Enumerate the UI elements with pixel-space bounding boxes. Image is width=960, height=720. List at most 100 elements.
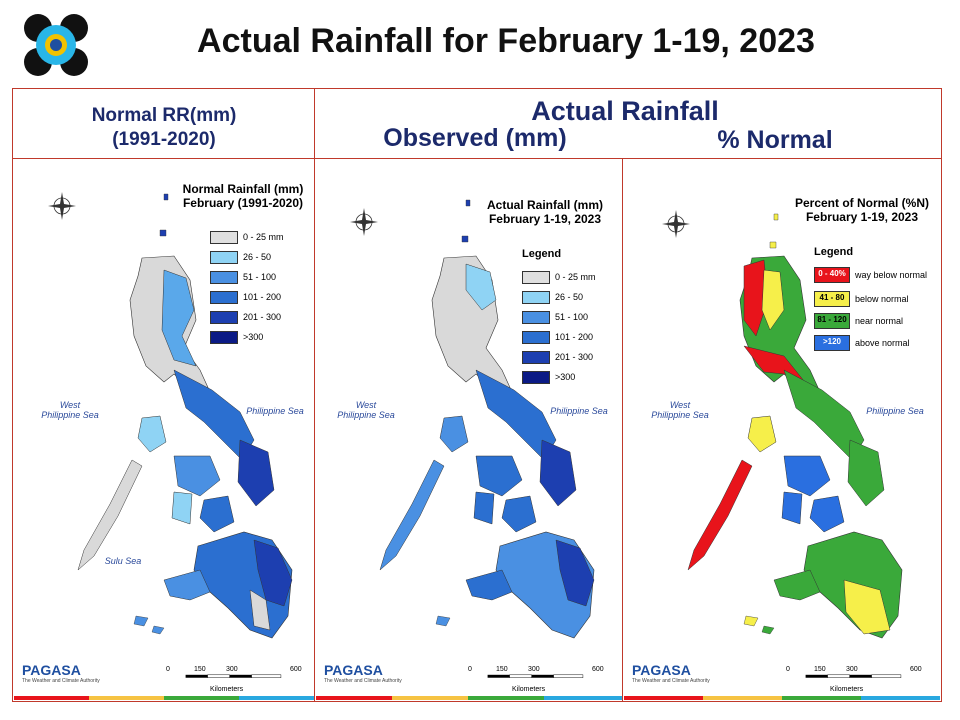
footer-stripe xyxy=(392,696,468,700)
dost-pagasa-logo-icon xyxy=(20,12,92,78)
pagasa-tagline: The Weather and Climate Authority xyxy=(324,678,402,684)
normal-header-line2: (1991-2020) xyxy=(112,129,216,150)
scale-tick: 300 xyxy=(846,666,858,673)
normal-map-title: Normal Rainfall (mm) February (1991-2020… xyxy=(178,182,308,210)
footer-stripe xyxy=(164,696,239,700)
legend-label: 201 - 300 xyxy=(555,352,594,362)
header-divider xyxy=(12,158,942,159)
scale-unit: Kilometers xyxy=(512,686,546,693)
percent-map-title-line1: Percent of Normal (%N) xyxy=(794,196,930,210)
legend-item: >300 xyxy=(522,370,575,384)
legend-label: 0 - 25 mm xyxy=(243,232,284,242)
legend-label: 51 - 100 xyxy=(555,312,589,322)
legend-item: 81 - 120 near normal xyxy=(814,313,904,329)
legend-label: 26 - 50 xyxy=(243,252,272,262)
legend-item: >120 above normal xyxy=(814,335,910,351)
actual-map-title-line2: February 1-19, 2023 xyxy=(488,212,602,226)
normal-header: Normal RR(mm) (1991-2020) xyxy=(14,104,314,152)
legend-item: 201 - 300 xyxy=(210,310,281,324)
scale-tick: 600 xyxy=(592,666,604,673)
percent-map-title-line2: February 1-19, 2023 xyxy=(805,210,919,224)
legend-item: 51 - 100 xyxy=(210,270,276,284)
legend-item: 201 - 300 xyxy=(522,350,593,364)
footer-stripe xyxy=(861,696,940,700)
legend-item: 26 - 50 xyxy=(210,250,271,264)
legend-item: 0 - 25 mm xyxy=(522,270,596,284)
normal-rainfall-map xyxy=(77,193,293,639)
scale-tick: 0 xyxy=(786,666,790,673)
legend-swatch xyxy=(522,370,550,384)
scale-tick: 300 xyxy=(226,666,238,673)
sea-label-west-philippine: West Philippine Sea xyxy=(337,400,395,420)
legend-label: 101 - 200 xyxy=(243,292,282,302)
scale-tick: 150 xyxy=(496,666,508,673)
pagasa-name: PAGASA xyxy=(632,662,691,678)
actual-map-title-line1: Actual Rainfall (mm) xyxy=(486,198,603,212)
footer-stripe xyxy=(544,696,622,700)
legend-swatch: 0 - 40% xyxy=(814,267,850,283)
legend-label: 201 - 300 xyxy=(243,312,282,322)
map-panel-percent: Percent of Normal (%N) February 1-19, 20… xyxy=(624,160,940,700)
compass-rose-icon xyxy=(662,210,690,238)
map-panel-actual: Actual Rainfall (mm) February 1-19, 2023… xyxy=(316,160,622,700)
footer-stripe xyxy=(239,696,314,700)
legend-swatch: >120 xyxy=(814,335,850,351)
pagasa-name: PAGASA xyxy=(22,662,81,678)
scale-bar xyxy=(185,674,282,678)
footer-stripe xyxy=(624,696,703,700)
legend-label: 101 - 200 xyxy=(555,332,594,342)
scale-tick: 150 xyxy=(194,666,206,673)
scale-unit: Kilometers xyxy=(830,686,864,693)
pagasa-brand: PAGASA The Weather and Climate Authority xyxy=(324,662,402,684)
scale-tick: 150 xyxy=(814,666,826,673)
sea-label-sulu: Sulu Sea xyxy=(104,556,142,566)
scale-bar xyxy=(805,674,902,678)
legend-swatch: 41 - 80 xyxy=(814,291,850,307)
compass-rose-icon xyxy=(48,192,76,220)
legend-label: below normal xyxy=(855,294,909,304)
legend-swatch xyxy=(210,330,238,344)
legend-swatch xyxy=(210,310,238,324)
actual-rainfall-map xyxy=(379,199,595,639)
normal-header-line1: Normal RR(mm) xyxy=(91,105,237,126)
legend-label: near normal xyxy=(855,316,904,326)
legend-label: 26 - 50 xyxy=(555,292,584,302)
legend-swatch xyxy=(210,230,238,244)
legend-label: >300 xyxy=(555,372,576,382)
scale-bar xyxy=(487,674,584,678)
legend-heading: Legend xyxy=(814,246,854,258)
page-title: Actual Rainfall for February 1-19, 2023 xyxy=(197,22,815,60)
scale-unit: Kilometers xyxy=(210,686,244,693)
map-panel-normal: Normal Rainfall (mm) February (1991-2020… xyxy=(14,160,314,700)
column-divider-2 xyxy=(622,158,623,702)
legend-item: 0 - 40% way below normal xyxy=(814,267,928,283)
normal-map-title-line1: Normal Rainfall (mm) xyxy=(182,182,304,196)
actual-header: Actual Rainfall xyxy=(531,96,719,126)
footer-stripe xyxy=(782,696,861,700)
legend-swatch xyxy=(522,330,550,344)
pagasa-tagline: The Weather and Climate Authority xyxy=(632,678,710,684)
legend-label: way below normal xyxy=(855,270,928,280)
legend-item: 0 - 25 mm xyxy=(210,230,284,244)
footer-stripe xyxy=(89,696,164,700)
pagasa-name: PAGASA xyxy=(324,662,383,678)
legend-swatch xyxy=(210,270,238,284)
scale-ticks: 0 150 300 600 xyxy=(164,666,304,678)
scale-ticks: 0 150 300 600 xyxy=(466,666,606,678)
scale-tick: 0 xyxy=(166,666,170,673)
percent-map-title: Percent of Normal (%N) February 1-19, 20… xyxy=(792,196,932,224)
scale-ticks: 0 150 300 600 xyxy=(784,666,924,678)
scale-tick: 600 xyxy=(910,666,922,673)
sea-label-west-philippine: West Philippine Sea xyxy=(41,400,99,420)
legend-label: >300 xyxy=(243,332,264,342)
content-frame xyxy=(12,88,942,702)
sea-label-philippine: Philippine Sea xyxy=(550,406,608,416)
percent-header: % Normal xyxy=(717,126,833,154)
footer-stripe xyxy=(703,696,782,700)
column-divider-1 xyxy=(314,88,315,702)
legend-label: above normal xyxy=(855,338,910,348)
footer-stripe xyxy=(468,696,544,700)
actual-map-title: Actual Rainfall (mm) February 1-19, 2023 xyxy=(480,198,610,226)
legend-label: 51 - 100 xyxy=(243,272,277,282)
pagasa-tagline: The Weather and Climate Authority xyxy=(22,678,100,684)
